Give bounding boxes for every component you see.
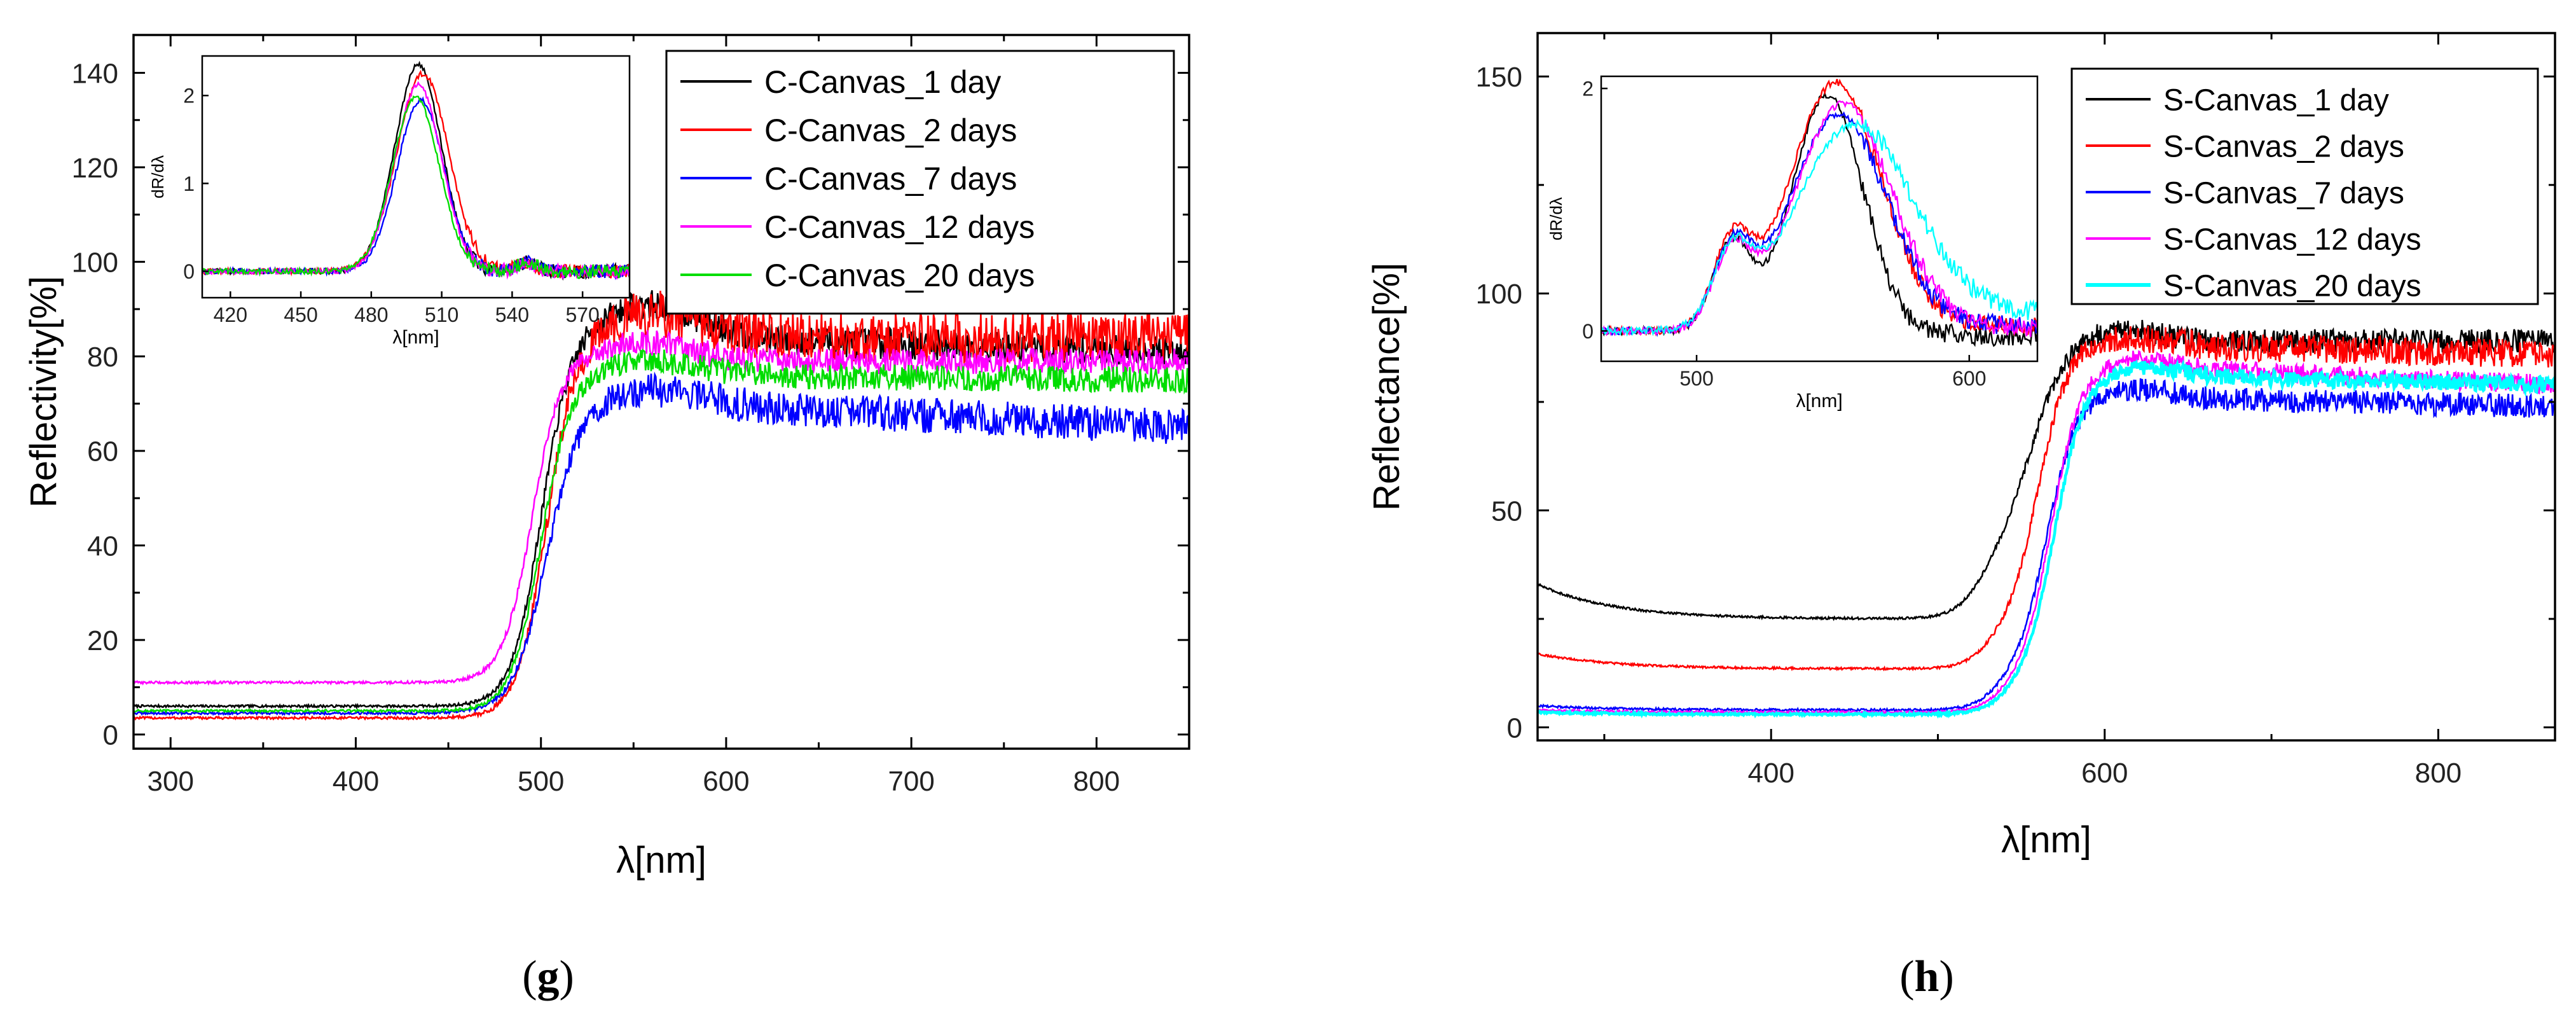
y-axis-label: Reflectance[%] — [1366, 263, 1407, 511]
inset-y-tick-label: 2 — [1582, 78, 1594, 101]
inset-x-tick-label: 450 — [284, 303, 317, 326]
legend-box — [2070, 67, 2539, 305]
legend-entry-3: S-Canvas_12 days — [2163, 223, 2421, 256]
inset-series-line-4 — [202, 95, 630, 279]
legend-entry-4: C-Canvas_20 days — [764, 258, 1035, 293]
series-line-h-4 — [1538, 358, 2555, 719]
y-tick-label: 140 — [72, 58, 118, 89]
x-tick-label: 600 — [2081, 758, 2128, 789]
x-tick-label: 600 — [703, 766, 749, 797]
legend: S-Canvas_1 day S-Canvas_2 days S-Canvas_7 … — [2070, 67, 2539, 305]
inset-series-line-3 — [202, 81, 630, 281]
inset-x-tick-label: 600 — [1952, 367, 1986, 390]
x-tick-label: 400 — [1748, 758, 1794, 789]
x-axis-label: λ[nm] — [616, 840, 706, 881]
inset-series-line-4 — [1601, 118, 2037, 337]
y-tick-label: 120 — [72, 153, 118, 184]
inset-plot-area — [1601, 78, 2037, 347]
series-line-h-3 — [1538, 350, 2555, 716]
inset-frame — [1600, 75, 2039, 363]
legend-entry-2: S-Canvas_7 days — [2163, 176, 2404, 210]
panel-label: (h) — [1899, 952, 1954, 1001]
panel-label: (g) — [522, 952, 574, 1001]
panel-label-letter: h — [1915, 952, 1939, 1001]
inset-x-tick-label: 500 — [1679, 367, 1713, 390]
panel-label-close: ) — [560, 952, 574, 1001]
series-line-h-1 — [1538, 326, 2555, 672]
inset-x-tick-label: 420 — [214, 303, 247, 326]
inset-plot-area — [202, 60, 630, 281]
y-tick-label: 50 — [1491, 496, 1522, 527]
panel-label-letter: g — [537, 952, 560, 1001]
y-tick-label: 80 — [87, 342, 118, 373]
legend-entry-1: C-Canvas_2 days — [764, 113, 1017, 148]
plot-area — [1538, 319, 2555, 719]
panel-label-close: ) — [1939, 952, 1953, 1001]
series-line-h-0 — [1538, 319, 2555, 621]
y-tick-label: 100 — [1476, 279, 1522, 310]
inset-chart: 500 600 0 2 λ[nm] dR/dλ — [1546, 75, 2039, 412]
inset-x-tick-label: 510 — [425, 303, 458, 326]
y-tick-label: 20 — [87, 625, 118, 656]
inset-frame — [201, 55, 631, 299]
legend-entry-2: C-Canvas_7 days — [764, 161, 1017, 197]
y-tick-label: 150 — [1476, 62, 1522, 93]
series-line-g-4 — [134, 348, 1189, 714]
inset-y-tick-label: 0 — [183, 260, 195, 283]
legend-box — [665, 50, 1175, 315]
y-tick-label: 0 — [103, 720, 118, 751]
panel-label-open: ( — [522, 952, 537, 1001]
x-tick-label: 500 — [518, 766, 564, 797]
plot-area — [134, 290, 1189, 721]
inset-x-tick-label: 480 — [354, 303, 388, 326]
x-tick-label: 700 — [888, 766, 934, 797]
legend-entry-4: S-Canvas_20 days — [2163, 269, 2421, 303]
series-line-h-2 — [1538, 378, 2555, 713]
panel-label-open: ( — [1899, 952, 1914, 1001]
x-tick-label: 800 — [2415, 758, 2462, 789]
legend-entry-1: S-Canvas_2 days — [2163, 130, 2404, 163]
inset-background — [202, 56, 630, 298]
legend-entry-3: C-Canvas_12 days — [764, 209, 1035, 245]
x-tick-label: 800 — [1073, 766, 1120, 797]
inset-y-axis-label: dR/dλ — [148, 155, 167, 198]
inset-x-axis-label: λ[nm] — [1796, 391, 1842, 412]
x-axis-label: λ[nm] — [2001, 819, 2091, 861]
legend-entry-0: C-Canvas_1 day — [764, 64, 1001, 100]
inset-y-axis-label: dR/dλ — [1546, 197, 1566, 240]
inset-y-tick-label: 2 — [183, 85, 195, 107]
y-tick-label: 100 — [72, 247, 118, 279]
inset-y-tick-label: 0 — [1582, 320, 1594, 343]
y-tick-label: 60 — [87, 436, 118, 468]
chart-panel-g: 300 400 500 600 700 800020406080100120140λ[nm… — [23, 34, 1190, 1001]
y-tick-label: 0 — [1507, 712, 1522, 744]
inset-chart: 420 450 480 510 540 570 0 1 2 λ[nm] dR/dλ — [148, 55, 631, 348]
inset-x-tick-label: 540 — [495, 303, 529, 326]
x-tick-label: 400 — [333, 766, 379, 797]
y-tick-label: 40 — [87, 530, 118, 562]
legend-entry-0: S-Canvas_1 day — [2163, 83, 2389, 117]
x-tick-label: 300 — [148, 766, 194, 797]
chart-panel-h: 400 600 800 0 50 100 150 λ[nm] Reflectance[%] S-C… — [1366, 32, 2556, 1001]
series-line-g-2 — [134, 371, 1189, 716]
plot-frame — [132, 34, 1190, 750]
inset-x-tick-label: 570 — [565, 303, 599, 326]
inset-y-tick-label: 1 — [183, 172, 195, 195]
y-axis-label: Reflectivity[%] — [23, 276, 64, 508]
series-line-g-3 — [134, 329, 1189, 686]
inset-x-axis-label: λ[nm] — [392, 327, 439, 348]
legend: C-Canvas_1 day C-Canvas_2 days C-Canvas_7 … — [665, 50, 1175, 315]
plot-frame — [1536, 32, 2556, 742]
